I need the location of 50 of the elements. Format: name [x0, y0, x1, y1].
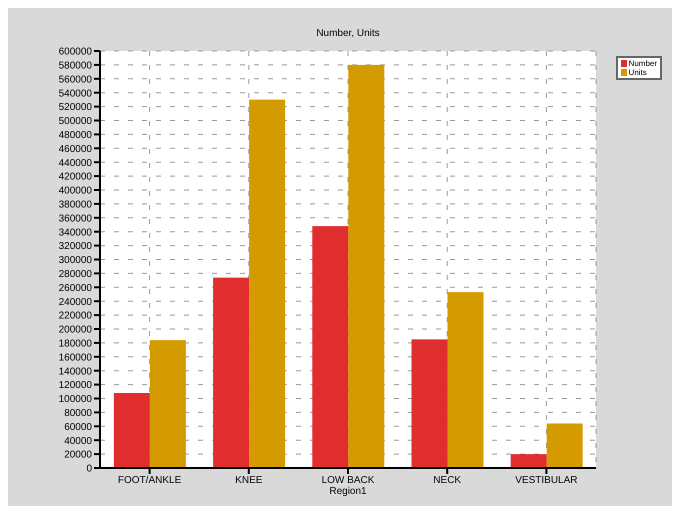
y-tick-label: 40000	[64, 436, 92, 447]
y-tick-label: 180000	[58, 338, 92, 350]
y-tick-label: 540000	[58, 88, 92, 100]
y-tick-label: 320000	[58, 241, 92, 252]
bar	[249, 100, 286, 468]
y-tick-label: 400000	[58, 186, 92, 197]
y-tick-label: 360000	[58, 213, 92, 224]
bar	[510, 454, 547, 468]
x-tick-label: KNEE	[235, 475, 263, 486]
bar	[150, 340, 186, 468]
y-tick-label: 60000	[64, 422, 92, 433]
x-tick-label: LOW BACK	[322, 475, 375, 486]
legend-label: Units	[628, 68, 647, 77]
y-tick-label: 0	[86, 464, 92, 475]
y-tick-label: 120000	[58, 380, 92, 392]
y-tick-label: 20000	[64, 450, 92, 461]
y-tick-label: 100000	[58, 394, 92, 406]
y-tick-label: 220000	[58, 310, 92, 322]
bar	[348, 64, 384, 468]
x-axis-title: Region1	[329, 486, 368, 497]
y-tick-label: 340000	[58, 227, 92, 238]
y-tick-label: 140000	[58, 366, 92, 378]
chart-title: Number, Units	[315, 28, 381, 39]
y-tick-label: 500000	[58, 116, 92, 128]
legend-label: Number	[628, 59, 657, 68]
y-tick-label: 580000	[58, 60, 92, 72]
bar	[213, 278, 250, 468]
y-tick-label: 440000	[58, 158, 92, 169]
y-tick-label: 280000	[58, 268, 92, 280]
y-tick-label: 260000	[58, 282, 92, 294]
bar	[447, 292, 484, 468]
bar	[312, 226, 348, 468]
bar	[411, 339, 448, 468]
x-tick-label: VESTIBULAR	[515, 475, 578, 486]
bar	[114, 392, 150, 468]
y-tick-label: 240000	[58, 296, 92, 308]
x-tick-label: FOOT/ANKLE	[118, 475, 182, 486]
y-tick-label: 600000	[58, 46, 92, 58]
y-tick-label: 160000	[58, 352, 92, 364]
y-tick-label: 380000	[58, 199, 92, 210]
y-tick-label: 200000	[58, 324, 92, 336]
y-tick-label: 520000	[58, 102, 92, 114]
x-tick-label: NECK	[433, 475, 462, 486]
y-tick-label: 460000	[58, 144, 92, 155]
bar	[546, 424, 583, 468]
y-tick-label: 560000	[58, 74, 92, 86]
y-tick-label: 80000	[64, 408, 92, 419]
y-tick-label: 300000	[58, 255, 92, 266]
y-tick-label: 420000	[58, 172, 92, 183]
y-tick-label: 480000	[58, 130, 92, 141]
